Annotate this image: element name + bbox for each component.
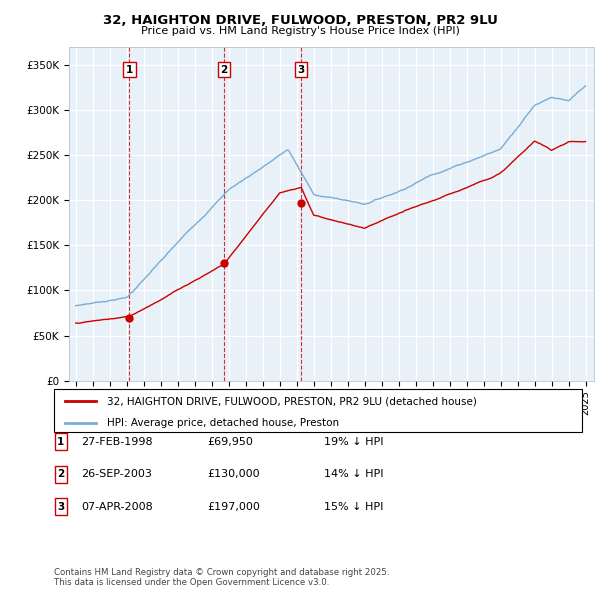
Text: £130,000: £130,000 xyxy=(207,470,260,479)
Text: 2: 2 xyxy=(57,470,65,479)
Text: HPI: Average price, detached house, Preston: HPI: Average price, detached house, Pres… xyxy=(107,418,339,428)
Text: Price paid vs. HM Land Registry's House Price Index (HPI): Price paid vs. HM Land Registry's House … xyxy=(140,26,460,35)
Text: 14% ↓ HPI: 14% ↓ HPI xyxy=(324,470,383,479)
Text: 15% ↓ HPI: 15% ↓ HPI xyxy=(324,502,383,512)
Text: 32, HAIGHTON DRIVE, FULWOOD, PRESTON, PR2 9LU (detached house): 32, HAIGHTON DRIVE, FULWOOD, PRESTON, PR… xyxy=(107,396,476,407)
Text: £69,950: £69,950 xyxy=(207,437,253,447)
Text: 1: 1 xyxy=(125,65,133,75)
Text: 27-FEB-1998: 27-FEB-1998 xyxy=(81,437,152,447)
Text: 19% ↓ HPI: 19% ↓ HPI xyxy=(324,437,383,447)
Text: 3: 3 xyxy=(57,502,65,512)
Text: 3: 3 xyxy=(298,65,305,75)
Text: £197,000: £197,000 xyxy=(207,502,260,512)
Text: 07-APR-2008: 07-APR-2008 xyxy=(81,502,153,512)
Text: 2: 2 xyxy=(220,65,228,75)
Text: 26-SEP-2003: 26-SEP-2003 xyxy=(81,470,152,479)
Text: 32, HAIGHTON DRIVE, FULWOOD, PRESTON, PR2 9LU: 32, HAIGHTON DRIVE, FULWOOD, PRESTON, PR… xyxy=(103,14,497,27)
Text: 1: 1 xyxy=(57,437,65,447)
Text: Contains HM Land Registry data © Crown copyright and database right 2025.
This d: Contains HM Land Registry data © Crown c… xyxy=(54,568,389,587)
